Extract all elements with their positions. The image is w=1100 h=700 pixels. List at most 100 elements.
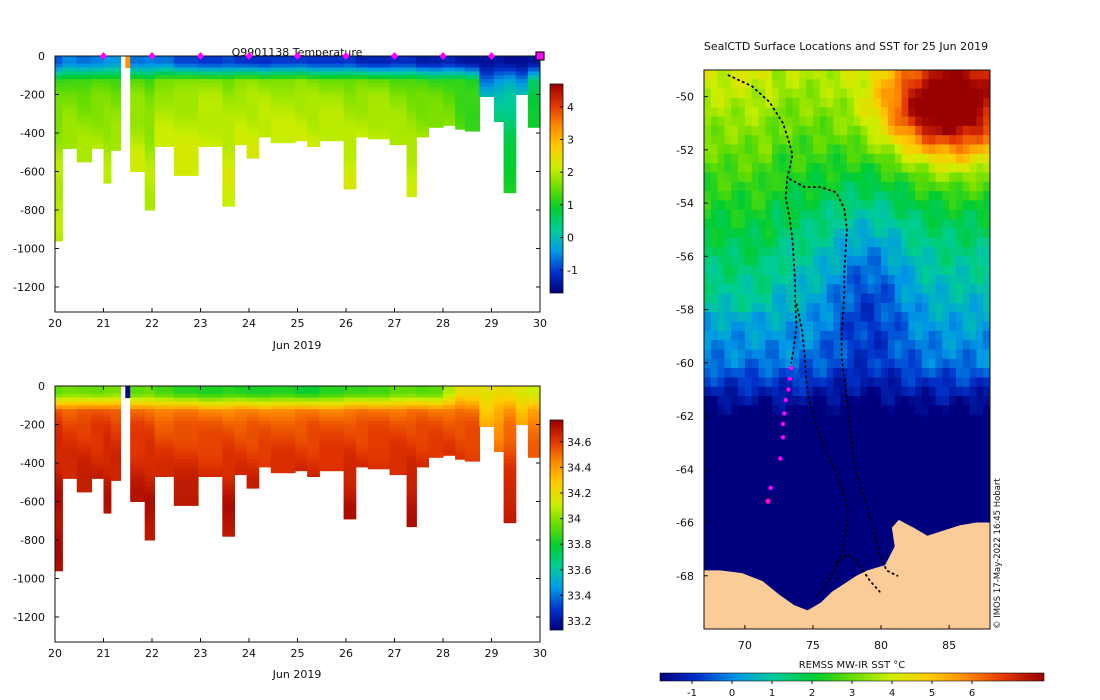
profile-cell [258,397,272,402]
sst-cell [853,554,862,565]
profile-cell [173,501,199,506]
sst-cell [894,107,902,118]
sst-cell [983,396,990,406]
sst-cell [710,517,719,527]
profile-cell [62,416,78,422]
sst-cell [731,284,739,295]
profile-cell [55,532,63,537]
sst-cell [983,330,990,341]
sst-cell [744,88,753,99]
sst-cell [738,470,746,481]
sst-colorbar-tick-label: 2 [809,688,815,699]
profile-cell [503,505,517,510]
profile-cell [515,71,529,76]
sst-cell [921,507,930,518]
profile-cell [270,109,296,115]
sst-cell [983,349,990,360]
profile-cell [91,63,105,69]
profile-cell [355,98,369,103]
profile-cell [55,98,63,103]
sst-cell [976,321,984,332]
sst-cell [853,256,862,267]
sst-cell [744,107,753,118]
sst-cell [983,479,990,490]
y-tick-label: -800 [20,204,45,217]
sst-cell [778,302,787,313]
sst-cell [983,247,990,257]
sst-cell [731,153,739,164]
sst-cell [758,321,766,332]
sst-cell [983,153,990,164]
sst-cell [962,125,971,136]
profile-cell [173,409,199,414]
sst-cell [853,545,862,555]
sst-cell [894,386,902,397]
profile-cell [55,159,63,165]
profile-cell [258,79,272,84]
sst-cell [744,452,753,462]
profile-cell [389,59,408,65]
sst-cell [758,358,766,369]
profile-cell [110,67,122,72]
profile-cell [62,466,78,472]
sst-cell [983,302,990,313]
profile-cell [406,133,417,138]
profile-cell [258,451,272,456]
profile-cell [55,486,63,491]
sst-cell [935,219,943,229]
map-y-tick-label: -58 [676,304,694,317]
sst-cell [969,107,977,118]
profile-cell [367,133,391,138]
sst-cell [717,517,725,527]
profile-cell [307,436,320,441]
profile-cell [103,478,112,483]
profile-cell [295,459,308,464]
profile-column [258,56,272,138]
profile-cell [343,63,357,69]
sst-cell [853,153,862,164]
profile-cell [406,129,417,134]
profile-cell [154,67,175,72]
profile-cell [144,144,155,149]
profile-cell [343,98,357,103]
profile-cell [503,56,517,61]
profile-cell [198,459,223,464]
profile-cell [76,405,92,410]
x-tick-label: 29 [485,647,499,660]
sst-cell [765,116,773,127]
sst-cell [915,349,923,360]
sst-cell [724,181,732,192]
profile-cell [110,59,122,65]
profile-cell [55,144,63,149]
profile-cell [443,443,456,449]
sst-cell [806,545,814,555]
profile-cell [295,389,308,395]
sst-cell [949,265,957,276]
surface-profile-point [768,485,773,491]
sst-cell [853,144,862,155]
sst-cell [887,498,896,509]
profile-cell [464,79,480,84]
sst-cell [962,340,971,350]
profile-cell [173,56,199,61]
profile-cell [62,397,78,402]
sst-cell [731,135,739,145]
profile-column [246,386,260,489]
sst-cell [717,498,725,509]
sst-cell [833,479,841,490]
profile-cell [307,113,320,119]
profile-cell [144,443,155,449]
sst-cell [935,442,943,453]
sst-cell [847,368,855,378]
sst-cell [853,442,862,453]
profile-cell [367,436,391,441]
sst-cell [983,219,990,229]
profile-cell [154,466,175,472]
profile-cell [62,470,78,476]
profile-cell [246,113,260,119]
sst-cell [976,200,984,211]
profile-cell [493,428,505,433]
sst-cell [860,247,868,257]
sst-cell [956,70,964,80]
sst-cell [819,396,828,406]
